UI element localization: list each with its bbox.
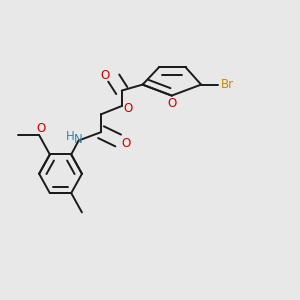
Text: O: O [121, 137, 130, 150]
Text: O: O [36, 122, 45, 135]
Text: Br: Br [221, 78, 234, 91]
Text: O: O [100, 69, 110, 82]
Text: N: N [74, 133, 83, 146]
Text: O: O [123, 103, 132, 116]
Text: H: H [66, 130, 75, 143]
Text: O: O [167, 98, 176, 110]
